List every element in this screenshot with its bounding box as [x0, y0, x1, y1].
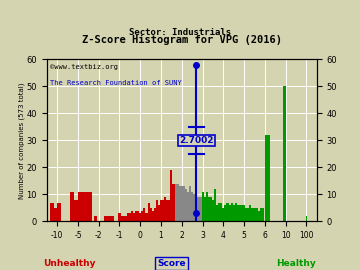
Bar: [148, 202, 150, 221]
Bar: [229, 205, 231, 221]
Bar: [283, 86, 285, 221]
Bar: [94, 216, 97, 221]
Bar: [231, 202, 233, 221]
Bar: [175, 184, 177, 221]
Bar: [118, 213, 121, 221]
Text: The Research Foundation of SUNY: The Research Foundation of SUNY: [50, 80, 181, 86]
Bar: [208, 197, 210, 221]
Text: Score: Score: [157, 259, 186, 268]
Bar: [260, 208, 262, 221]
Bar: [104, 216, 114, 221]
Bar: [243, 205, 245, 221]
Bar: [183, 186, 185, 221]
Bar: [247, 208, 249, 221]
Bar: [121, 216, 123, 221]
Bar: [135, 211, 137, 221]
Bar: [249, 205, 251, 221]
Bar: [187, 192, 189, 221]
Bar: [162, 200, 164, 221]
Bar: [125, 216, 127, 221]
Bar: [212, 200, 214, 221]
Bar: [57, 202, 61, 221]
Bar: [164, 197, 166, 221]
Bar: [185, 189, 187, 221]
Bar: [220, 202, 222, 221]
Bar: [202, 192, 204, 221]
Bar: [74, 200, 78, 221]
Bar: [206, 192, 208, 221]
Bar: [197, 197, 199, 221]
Bar: [251, 208, 253, 221]
Bar: [168, 200, 170, 221]
Bar: [179, 186, 181, 221]
Bar: [129, 213, 131, 221]
Bar: [210, 197, 212, 221]
Bar: [50, 202, 54, 221]
Text: Sector: Industrials: Sector: Industrials: [129, 28, 231, 37]
Bar: [239, 205, 241, 221]
Text: ©www.textbiz.org: ©www.textbiz.org: [50, 64, 117, 70]
Bar: [166, 200, 168, 221]
Text: Healthy: Healthy: [276, 259, 316, 268]
Title: Z-Score Histogram for VPG (2016): Z-Score Histogram for VPG (2016): [82, 35, 282, 45]
Bar: [152, 211, 154, 221]
Bar: [258, 211, 260, 221]
Bar: [154, 208, 156, 221]
Bar: [54, 208, 57, 221]
Bar: [170, 170, 172, 221]
Text: 2.7002: 2.7002: [179, 136, 213, 145]
Bar: [137, 211, 139, 221]
Bar: [245, 208, 247, 221]
Bar: [253, 208, 256, 221]
Bar: [150, 208, 152, 221]
Bar: [143, 208, 145, 221]
Bar: [139, 213, 141, 221]
Bar: [265, 135, 270, 221]
Bar: [127, 213, 129, 221]
Bar: [131, 211, 133, 221]
Bar: [189, 186, 191, 221]
Bar: [78, 192, 85, 221]
Bar: [145, 213, 148, 221]
Y-axis label: Number of companies (573 total): Number of companies (573 total): [19, 82, 25, 199]
Bar: [222, 208, 224, 221]
Bar: [224, 205, 226, 221]
Bar: [172, 184, 175, 221]
Bar: [195, 186, 197, 221]
Bar: [199, 197, 202, 221]
Bar: [191, 192, 193, 221]
Bar: [306, 216, 307, 221]
Bar: [241, 205, 243, 221]
Bar: [193, 194, 195, 221]
Bar: [69, 192, 74, 221]
Bar: [218, 202, 220, 221]
Bar: [123, 216, 125, 221]
Bar: [226, 202, 229, 221]
Bar: [233, 205, 235, 221]
Bar: [235, 202, 237, 221]
Bar: [133, 213, 135, 221]
Bar: [156, 200, 158, 221]
Bar: [204, 197, 206, 221]
Text: Unhealthy: Unhealthy: [44, 259, 96, 268]
Bar: [214, 189, 216, 221]
Bar: [262, 208, 264, 221]
Bar: [216, 205, 218, 221]
Bar: [160, 200, 162, 221]
Bar: [181, 186, 183, 221]
Bar: [177, 184, 179, 221]
Bar: [141, 211, 143, 221]
Bar: [158, 205, 160, 221]
Bar: [256, 208, 258, 221]
Bar: [237, 205, 239, 221]
Bar: [85, 192, 92, 221]
